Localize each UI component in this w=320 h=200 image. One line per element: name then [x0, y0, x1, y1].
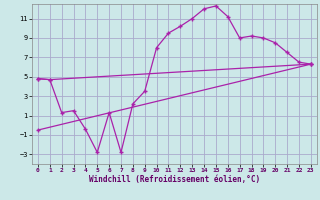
X-axis label: Windchill (Refroidissement éolien,°C): Windchill (Refroidissement éolien,°C)	[89, 175, 260, 184]
